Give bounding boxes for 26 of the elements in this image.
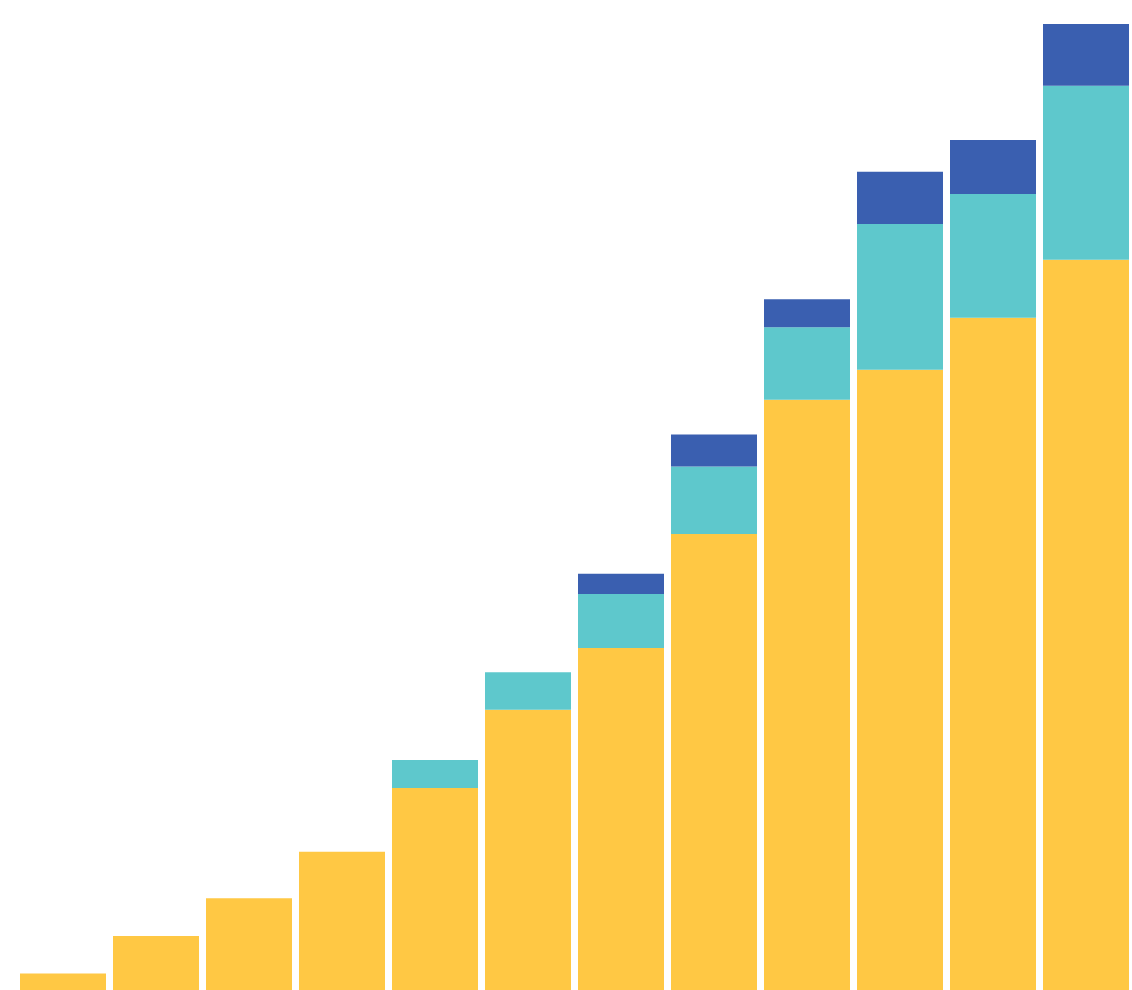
bar	[950, 317, 1036, 990]
bar	[1043, 24, 1129, 86]
bar	[764, 327, 850, 400]
bar	[857, 223, 943, 370]
bar	[764, 399, 850, 990]
bar	[1043, 259, 1129, 990]
bar	[1043, 85, 1129, 260]
bar	[578, 573, 664, 594]
bar	[299, 851, 385, 990]
bar	[113, 935, 199, 990]
bar	[20, 973, 106, 990]
bar	[671, 466, 757, 535]
bar	[392, 788, 478, 990]
bar	[578, 593, 664, 649]
bar	[485, 709, 571, 990]
bar	[857, 171, 943, 224]
bar	[671, 534, 757, 990]
bar	[950, 194, 1036, 318]
bar	[392, 760, 478, 789]
bar	[671, 434, 757, 467]
bar	[950, 139, 1036, 195]
bar	[857, 369, 943, 990]
bar	[485, 672, 571, 710]
bar	[206, 898, 292, 990]
bar	[578, 648, 664, 990]
bar	[764, 299, 850, 328]
